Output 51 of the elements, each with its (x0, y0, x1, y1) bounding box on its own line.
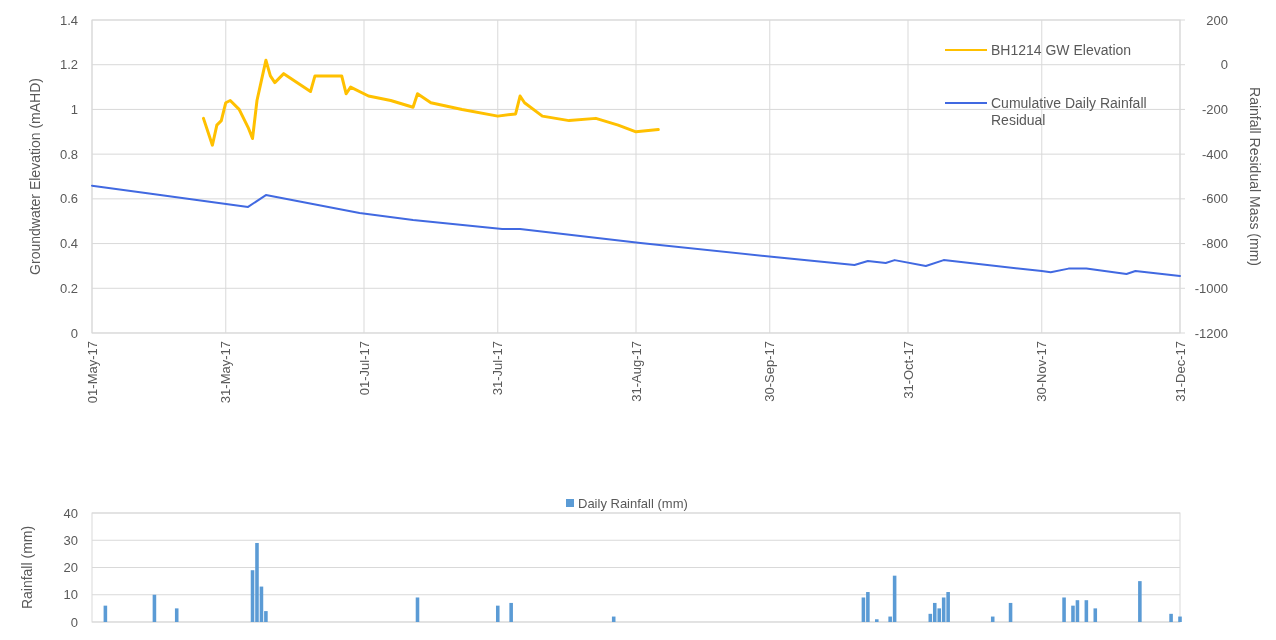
y2-tick-label: -600 (1201, 191, 1228, 207)
y2-tick-label: -800 (1201, 236, 1228, 252)
y-tick-label: 0 (70, 614, 78, 630)
bar (866, 592, 870, 622)
legend-label: BH1214 GW Elevation (991, 41, 1132, 58)
legend-label: Daily Rainfall (mm) (578, 495, 688, 511)
y2-tick-label: -400 (1201, 146, 1228, 162)
y-axis-title: Rainfall (mm) (19, 525, 35, 610)
bar (1169, 613, 1173, 622)
line-series (201, 58, 660, 147)
y2-tick-label: 0 (1220, 57, 1228, 73)
x-tick-label: 30-Sep-17 (762, 341, 778, 402)
bar (509, 602, 513, 622)
y-tick-label: 0.4 (59, 236, 78, 252)
y-tick-label: 30 (63, 532, 78, 548)
y2-axis-title: Rainfall Residual Mass (mm) (1247, 87, 1263, 266)
x-tick-label: 30-Nov-17 (1034, 341, 1050, 402)
y2-tick-label: -1200 (1194, 325, 1228, 341)
bar (174, 608, 179, 622)
y2-tick-label: 200 (1206, 12, 1228, 28)
x-tick-label: 31-May-17 (218, 341, 234, 404)
y2-tick-label: -200 (1201, 101, 1228, 117)
bar (255, 542, 259, 622)
bar (495, 605, 500, 622)
x-tick-label: 31-Jul-17 (490, 341, 506, 396)
x-tick-label: 01-May-17 (84, 341, 100, 404)
y-tick-label: 0 (70, 325, 78, 341)
bar (1093, 608, 1098, 622)
bar (875, 619, 879, 622)
bar (1138, 581, 1142, 622)
x-tick-label: 31-Oct-17 (900, 341, 916, 399)
y-tick-label: 0.2 (59, 280, 78, 296)
y-tick-label: 10 (63, 587, 78, 603)
bar (1178, 616, 1182, 622)
bar (1062, 597, 1066, 622)
legend-label: Cumulative Daily Rainfall Residual (991, 94, 1147, 129)
y-tick-label: 0.6 (59, 191, 78, 207)
bar (990, 616, 995, 622)
y2-tick-label: -1000 (1194, 280, 1228, 296)
x-tick-label: 01-Jul-17 (356, 341, 372, 396)
bar (932, 602, 937, 622)
y-tick-label: 0.8 (59, 146, 78, 162)
x-tick-label: 31-Dec-17 (1172, 341, 1188, 402)
y-tick-label: 40 (63, 505, 78, 521)
x-tick-label: 31-Aug-17 (628, 341, 644, 402)
y-tick-label: 1.2 (59, 57, 78, 73)
y-tick-label: 1 (70, 101, 78, 117)
y-tick-label: 20 (63, 560, 78, 576)
bar (946, 592, 950, 622)
y-tick-label: 1.4 (59, 12, 78, 28)
y-axis-title: Groundwater Elevation (mAHD) (27, 78, 43, 275)
